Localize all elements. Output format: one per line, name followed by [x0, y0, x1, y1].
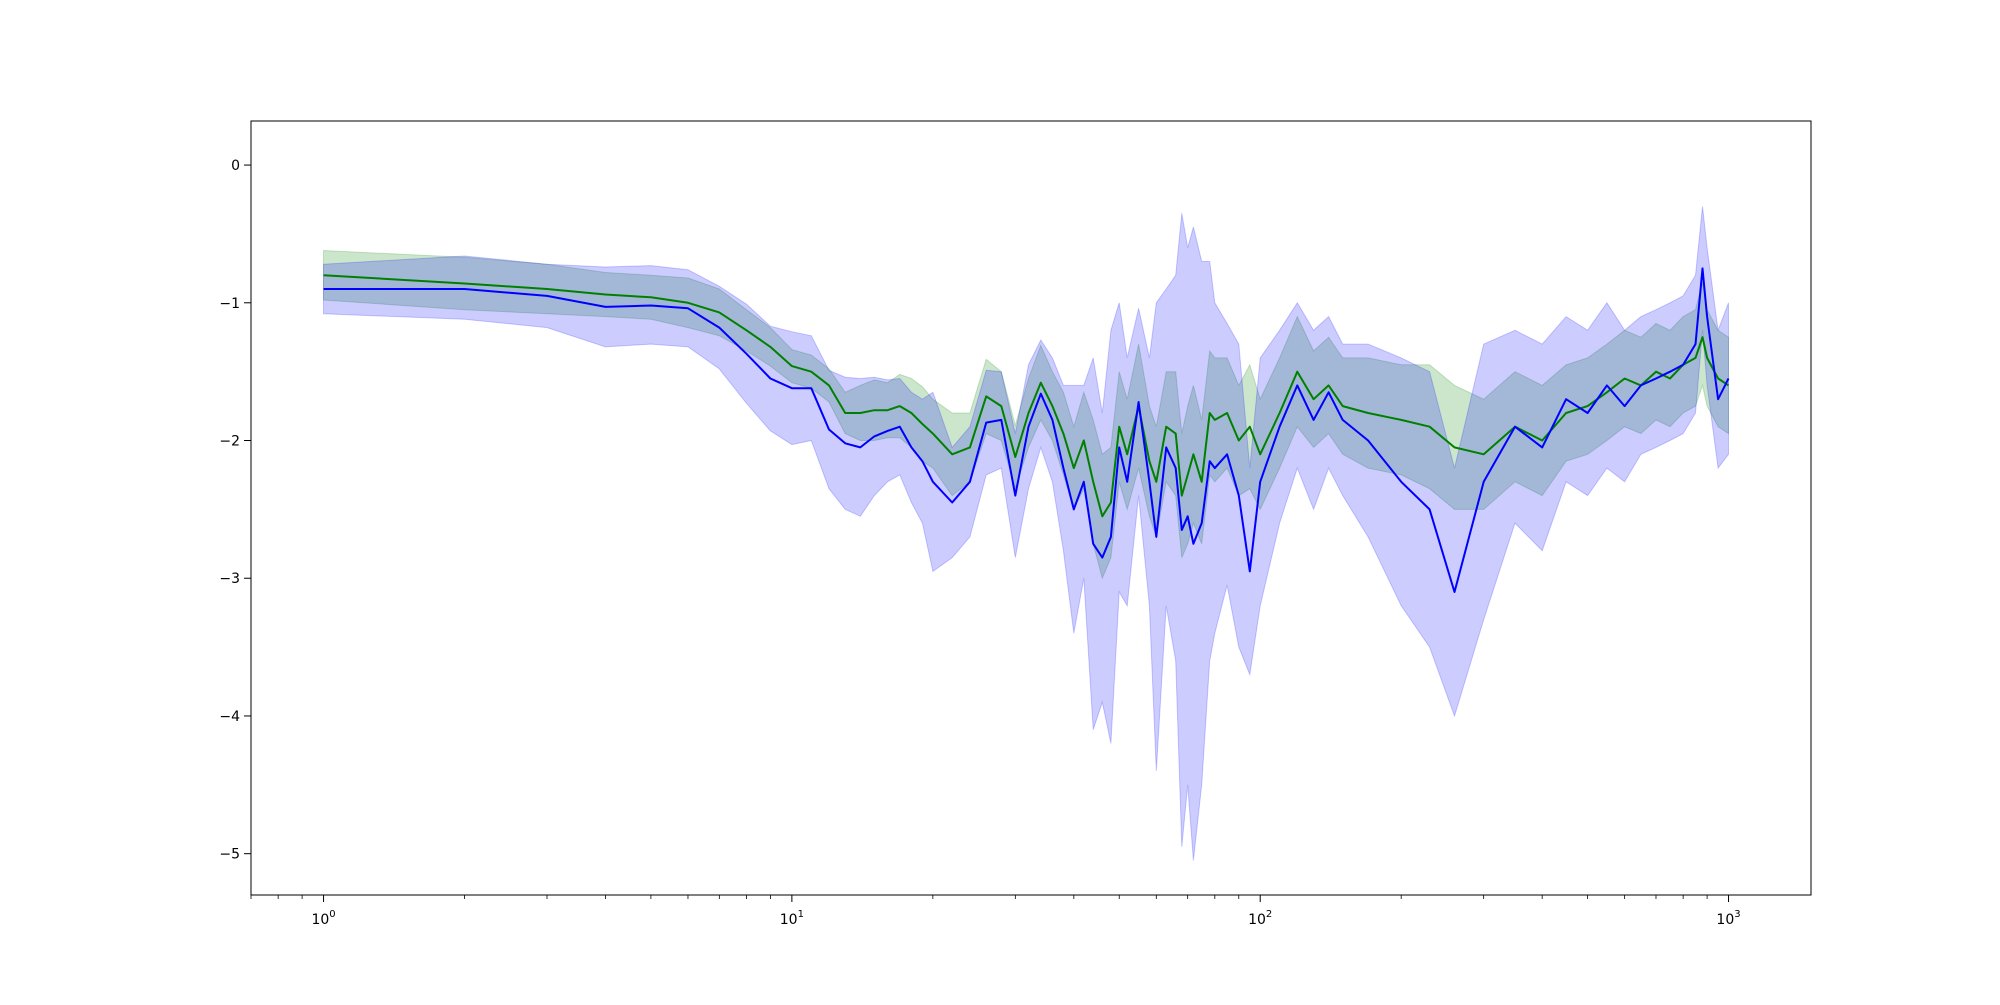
y-tick-label: −4: [219, 709, 240, 725]
x-tick-label: 101: [780, 909, 804, 928]
x-tick-label: 100: [311, 909, 335, 928]
series-lines: [323, 267, 1730, 593]
series-1-band: [323, 206, 1729, 861]
series-0-line: [323, 274, 1730, 518]
x-tick-label: 103: [1716, 909, 1740, 928]
y-tick-label: −2: [219, 434, 240, 450]
y-tick-label: −5: [219, 847, 240, 863]
y-tick-label: −1: [219, 296, 240, 312]
y-axis: 0 −1 −2 −3 −4 −5: [219, 158, 251, 863]
series-1-line: [323, 267, 1730, 593]
error-bands: [323, 206, 1729, 861]
plot-frame: [250, 120, 1812, 896]
x-axis: 100 101 102 103: [250, 895, 1741, 928]
x-tick-label: 102: [1248, 909, 1272, 928]
y-tick-label: 0: [231, 158, 240, 174]
y-tick-label: −3: [219, 571, 240, 587]
